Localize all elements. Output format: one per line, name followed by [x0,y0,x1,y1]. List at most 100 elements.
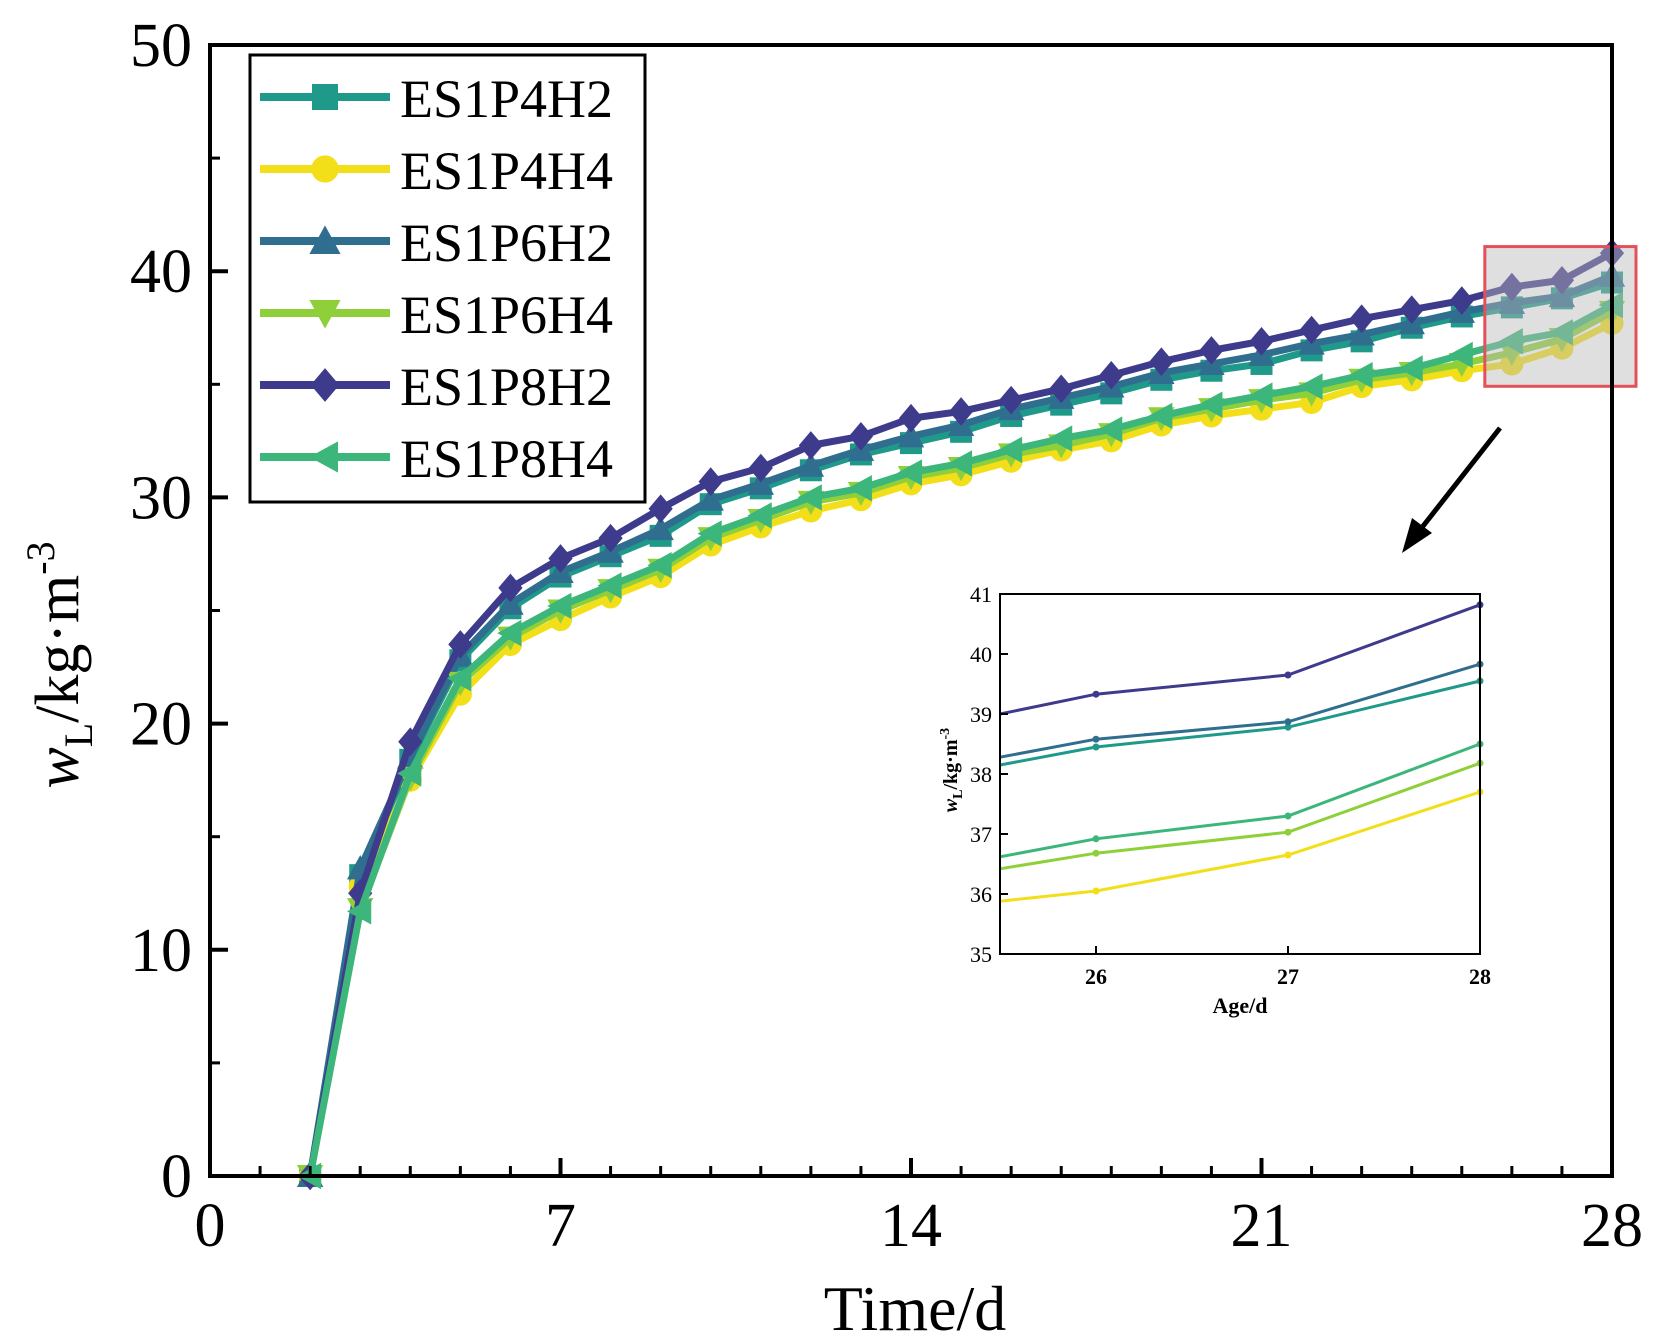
inset-series-line-ES1P6H4 [999,761,1481,871]
data-point-ES1P8H2-14 [898,403,924,433]
legend-box [248,53,647,504]
legend-entry-ES1P6H2: ES1P6H2 [260,213,613,273]
data-point-ES1P8H4-26 [1498,328,1523,355]
data-point-ES1P8H2-7 [548,544,573,573]
data-point-ES1P6H2-11 [747,470,774,495]
series-ES1P8H2 [298,238,1625,1191]
inset-data-point-ES1P4H4-27 [1284,851,1292,859]
data-point-ES1P8H2-8 [598,523,623,553]
data-point-ES1P8H2-4 [398,727,423,756]
data-point-ES1P8H4-19 [1148,402,1173,430]
data-point-ES1P8H4-23 [1348,362,1373,389]
legend-label: ES1P4H2 [400,69,613,129]
data-point-ES1P8H4-13 [847,475,872,502]
inset-y-tick-label: 36 [970,882,992,907]
inset-data-point-ES1P4H4-26 [1092,887,1100,895]
main-y-tick-label: 10 [130,917,192,985]
data-point-ES1P6H2-26 [1498,289,1526,314]
main-y-axis-label: wL/kg·m-3 [18,541,101,788]
inset-data-point-ES1P4H2-27 [1284,723,1292,731]
main-y-tick-label: 40 [130,238,192,306]
data-point-ES1P8H4-9 [647,552,672,579]
data-point-ES1P8H2-27 [1549,265,1575,295]
data-point-ES1P8H4-25 [1448,341,1473,369]
data-point-ES1P8H2-11 [748,453,773,483]
legend-marker [310,368,340,402]
inset-y-label-unit: /kg·m [940,739,962,790]
inset-series-line-ES1P4H4 [999,790,1481,903]
inset-x-axis-label: Age/d [1213,993,1268,1018]
inset-data-point-ES1P8H4-27 [1284,812,1292,820]
data-point-ES1P8H2-16 [999,385,1024,415]
data-point-ES1P8H2-21 [1249,327,1274,356]
inset-data-point-ES1P4H2-26 [1092,743,1100,751]
main-x-tick-label: 28 [1581,1192,1643,1260]
data-point-ES1P6H2-14 [897,423,925,448]
data-point-ES1P6H2-27 [1548,282,1576,308]
data-point-ES1P8H4-5 [447,665,472,692]
inset-y-axis-label: wL/kg·m-3 [938,728,966,812]
data-point-ES1P8H4-27 [1548,319,1573,346]
inset-y-tick-label: 39 [970,702,992,727]
main-x-tick-label: 14 [880,1192,942,1260]
inset-series-ES1P8H4 [999,740,1484,859]
inset-series-ES1P4H2 [999,677,1484,767]
data-point-ES1P8H4-7 [547,592,572,620]
main-y-label-symbol: w [24,747,92,788]
inset-x-tick-label: 27 [1277,964,1299,989]
data-point-ES1P8H2-17 [1049,374,1074,404]
inset-plot: 26 27 28 35 36 37 38 39 40 41 Age/d wL/kg·m-3 [938,582,1491,1018]
data-point-ES1P8H4-21 [1248,382,1273,409]
data-point-ES1P8H4-22 [1298,373,1323,400]
data-point-ES1P8H2-10 [698,467,723,496]
inset-series-line-ES1P6H2 [999,662,1481,759]
inset-y-label-symbol: w [940,798,962,812]
main-y-label-unit: /kg·m [24,575,92,723]
data-point-ES1P8H4-16 [997,436,1023,464]
data-point-ES1P8H2-13 [848,422,874,451]
inset-series-line-ES1P8H2 [999,603,1481,716]
data-point-ES1P8H4-3 [347,898,372,925]
main-x-tick-label: 21 [1231,1192,1293,1260]
main-y-tick-label: 0 [161,1143,192,1211]
data-point-ES1P8H2-6 [498,573,523,603]
inset-data-point-ES1P8H4-26 [1092,835,1100,843]
legend-entry-ES1P6H4: ES1P6H4 [260,285,613,345]
inset-tick-labels: 26 27 28 35 36 37 38 39 40 41 [970,582,1491,989]
main-y-tick-label: 30 [130,464,192,532]
inset-data-point-ES1P6H2-27 [1284,718,1292,726]
inset-axes [999,593,1481,955]
inset-y-tick-label: 35 [970,942,992,967]
data-point-ES1P8H2-26 [1499,272,1524,302]
data-point-ES1P8H2-24 [1399,295,1424,324]
legend-label: ES1P4H4 [400,141,613,201]
legend-entry-ES1P4H2: ES1P4H2 [260,69,613,129]
legend-entry-ES1P4H4: ES1P4H4 [260,141,613,201]
data-point-ES1P8H2-9 [648,494,673,524]
data-point-ES1P8H2-18 [1099,360,1124,390]
legend-marker [309,300,341,329]
data-point-ES1P8H4-20 [1198,391,1223,418]
main-tick-labels: 0 7 14 21 28 0 10 20 30 40 50 [130,12,1643,1260]
inset-series-line-ES1P8H4 [999,742,1481,859]
legend-marker [312,84,338,110]
inset-y-tick-label: 40 [970,642,992,667]
data-point-ES1P8H4-17 [1048,425,1073,452]
zoom-arrow [1402,426,1502,553]
data-point-ES1P8H4-14 [897,459,922,486]
inset-data-point-ES1P8H2-27 [1284,671,1292,679]
data-point-ES1P8H4-8 [597,572,622,599]
main-series-lines [296,238,1626,1191]
inset-y-tick-label: 37 [970,822,992,847]
main-y-tick-label: 50 [130,12,192,80]
legend-marker [309,225,341,254]
data-point-ES1P8H2-25 [1449,286,1474,315]
legend-label: ES1P8H4 [400,429,613,489]
main-y-label-subscript: L [56,723,101,747]
inset-y-tick-label: 38 [970,762,992,787]
data-point-ES1P6H2-6 [497,590,524,615]
inset-y-tick-label: 41 [970,582,992,607]
data-point-ES1P8H2-19 [1149,347,1174,376]
